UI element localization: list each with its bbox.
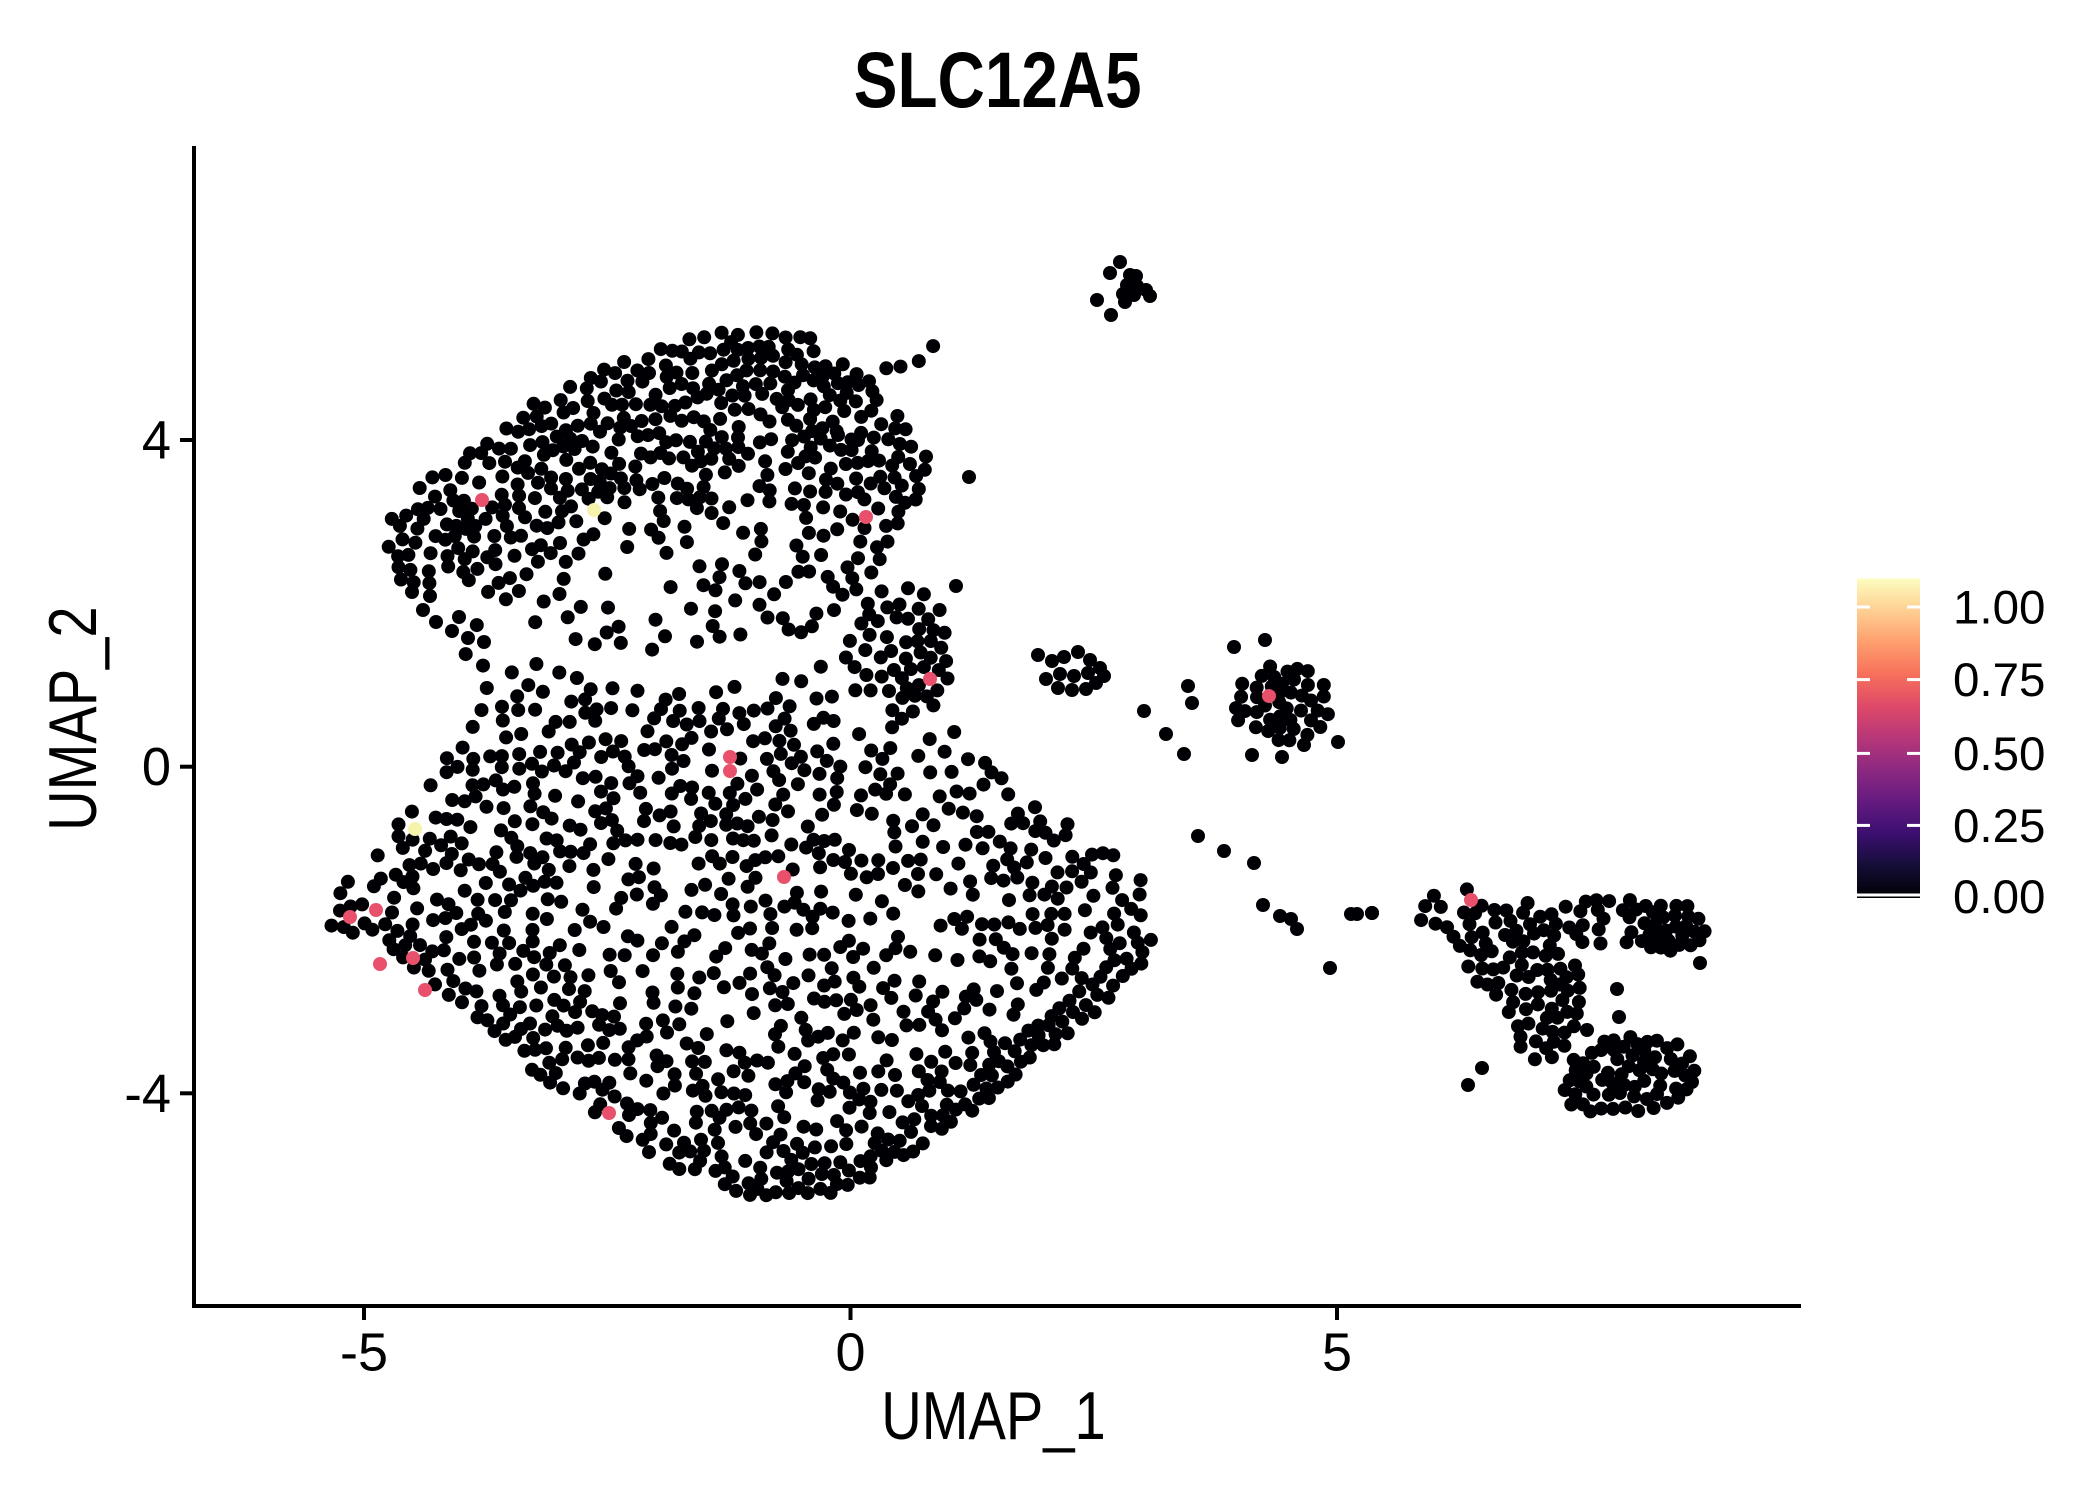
svg-text:0: 0 <box>835 1323 865 1383</box>
svg-text:0.00: 0.00 <box>1953 871 2045 924</box>
svg-text:0.75: 0.75 <box>1953 654 2045 707</box>
svg-text:UMAP_1: UMAP_1 <box>881 1379 1105 1454</box>
svg-text:0.25: 0.25 <box>1953 800 2045 853</box>
svg-text:1.00: 1.00 <box>1953 582 2045 635</box>
svg-text:5: 5 <box>1322 1323 1352 1383</box>
svg-text:0.50: 0.50 <box>1953 728 2045 781</box>
svg-text:UMAP_2: UMAP_2 <box>36 606 111 830</box>
svg-text:0: 0 <box>142 737 171 797</box>
svg-text:SLC12A5: SLC12A5 <box>854 36 1142 124</box>
svg-text:-5: -5 <box>340 1323 388 1383</box>
svg-text:-4: -4 <box>124 1064 171 1124</box>
svg-text:4: 4 <box>142 411 171 471</box>
